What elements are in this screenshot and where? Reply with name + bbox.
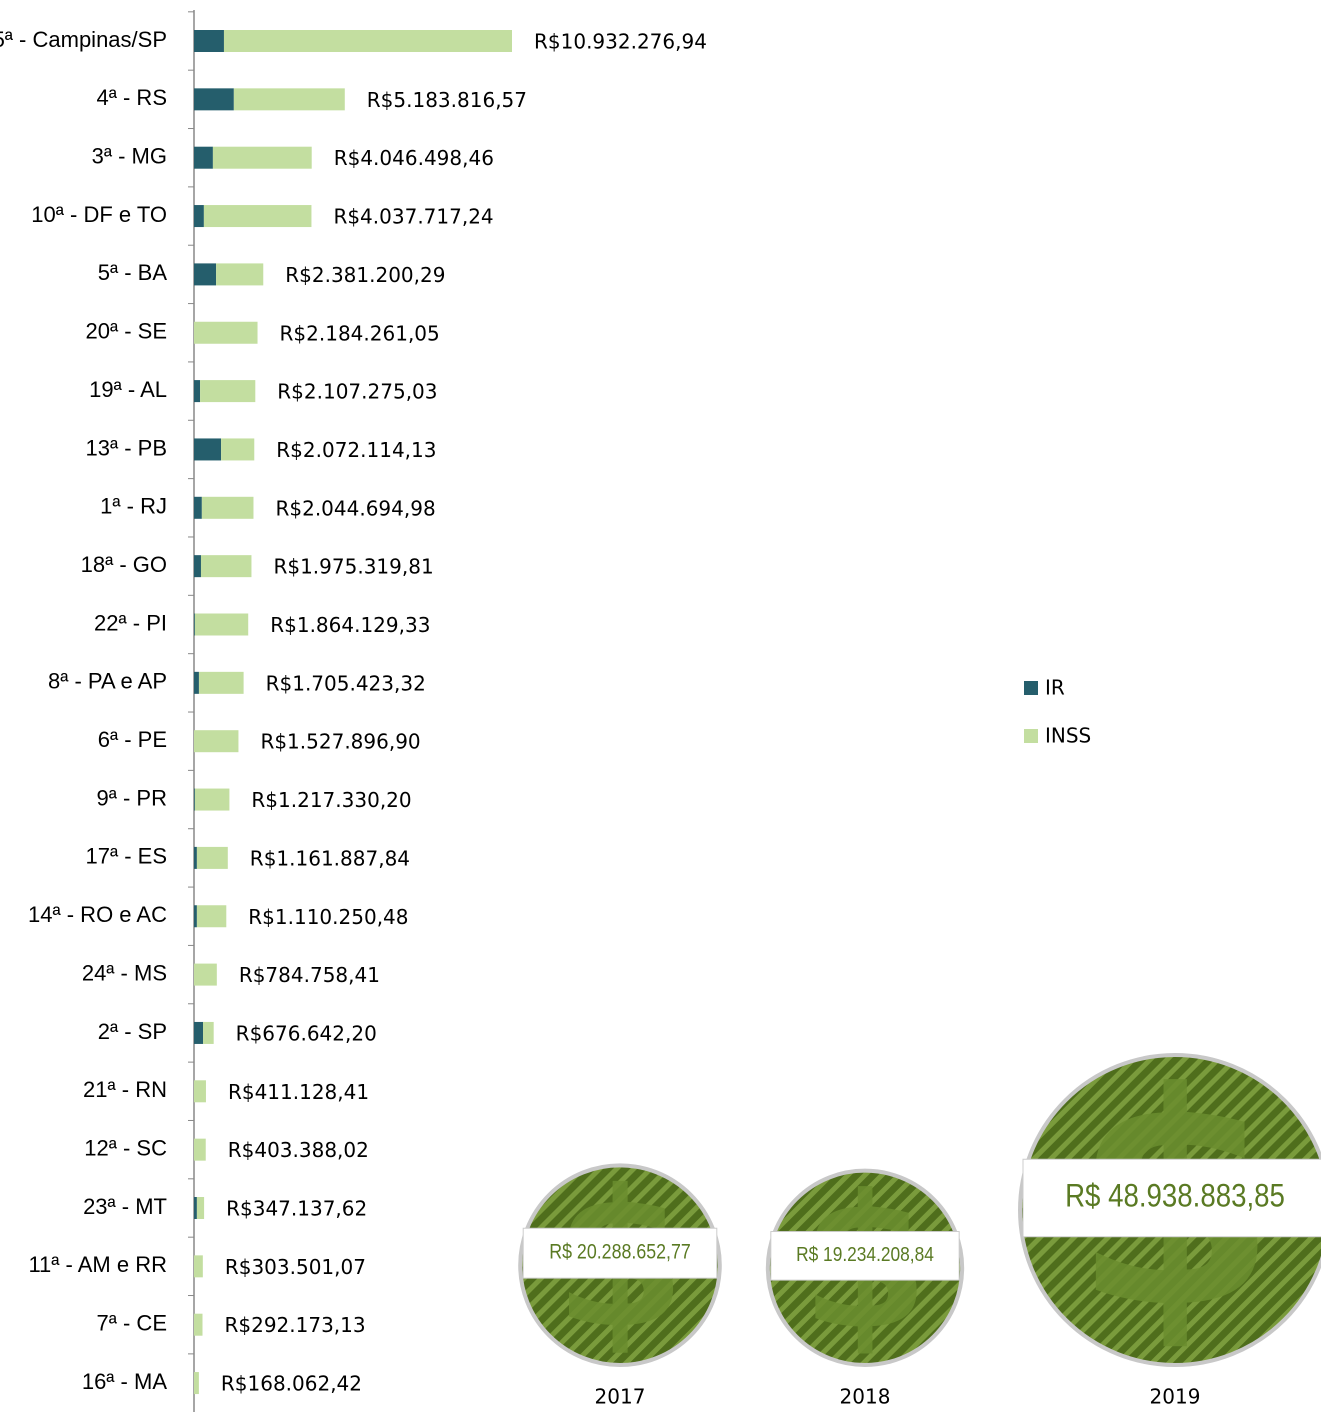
total-label: R$4.037.717,24 bbox=[333, 205, 493, 229]
bar-segment bbox=[194, 497, 202, 519]
category-label: 16ª - MA bbox=[82, 1369, 167, 1394]
year-total-label: R$ 48.938.883,85 bbox=[1065, 1179, 1285, 1215]
bar-segment bbox=[194, 1080, 206, 1102]
bar-segment bbox=[194, 1139, 206, 1161]
category-label: 20ª - SE bbox=[85, 319, 167, 344]
bar-segment bbox=[194, 263, 216, 285]
total-label: R$1.217.330,20 bbox=[251, 788, 411, 812]
total-label: R$2.107.275,03 bbox=[277, 380, 437, 404]
bar-segment bbox=[224, 30, 512, 52]
category-label: 10ª - DF e TO bbox=[31, 202, 167, 227]
bar-segment bbox=[203, 1022, 214, 1044]
year-label: 2019 bbox=[1150, 1385, 1201, 1409]
bar-segment bbox=[194, 672, 199, 694]
bar-segment bbox=[194, 1372, 199, 1394]
bar-segment bbox=[194, 555, 201, 577]
category-label: 9ª - PR bbox=[97, 785, 168, 810]
category-label: 11ª - AM e RR bbox=[28, 1252, 167, 1277]
bar-segment bbox=[197, 847, 228, 869]
bar-segment bbox=[199, 672, 244, 694]
total-label: R$1.161.887,84 bbox=[250, 846, 410, 870]
bar-segment bbox=[194, 147, 213, 169]
total-label: R$303.501,07 bbox=[225, 1255, 366, 1279]
bar-segment bbox=[194, 322, 258, 344]
category-label: 8ª - PA e AP bbox=[48, 669, 167, 694]
category-label: 7ª - CE bbox=[97, 1311, 168, 1336]
category-label: 5ª - BA bbox=[98, 260, 168, 285]
total-label: R$784.758,41 bbox=[239, 963, 380, 987]
year-label: 2018 bbox=[840, 1385, 891, 1409]
bar-segment bbox=[194, 1022, 203, 1044]
bar-segment bbox=[194, 964, 217, 986]
bar-segment bbox=[194, 88, 234, 110]
total-label: R$292.173,13 bbox=[224, 1313, 365, 1337]
total-label: R$2.381.200,29 bbox=[285, 263, 445, 287]
bar-segment bbox=[197, 1197, 204, 1219]
category-label: 23ª - MT bbox=[83, 1194, 167, 1219]
year-label: 2017 bbox=[595, 1385, 646, 1409]
bar-segment bbox=[194, 30, 224, 52]
total-label: R$676.642,20 bbox=[236, 1021, 377, 1045]
category-label: 3ª - MG bbox=[92, 144, 167, 169]
total-label: R$2.072.114,13 bbox=[276, 438, 436, 462]
bar-segment bbox=[204, 205, 312, 227]
bar-segment bbox=[200, 380, 255, 402]
total-label: R$1.975.319,81 bbox=[273, 555, 433, 579]
total-label: R$411.128,41 bbox=[228, 1080, 369, 1104]
total-label: R$1.864.129,33 bbox=[270, 613, 430, 637]
total-label: R$2.184.261,05 bbox=[280, 321, 440, 345]
bar-segment bbox=[194, 730, 238, 752]
category-label: 15ª - Campinas/SP bbox=[0, 27, 167, 52]
legend-swatch bbox=[1024, 729, 1038, 743]
bar-segment bbox=[194, 380, 200, 402]
total-label: R$5.183.816,57 bbox=[367, 88, 527, 112]
legend-label: INSS bbox=[1045, 724, 1091, 748]
category-label: 21ª - RN bbox=[83, 1077, 167, 1102]
bar-segment bbox=[195, 614, 248, 636]
total-label: R$1.527.896,90 bbox=[260, 730, 420, 754]
bar-segment bbox=[221, 438, 254, 460]
bar-segment bbox=[194, 438, 221, 460]
category-label: 13ª - PB bbox=[85, 435, 167, 460]
bar-segment bbox=[213, 147, 312, 169]
total-label: R$1.110.250,48 bbox=[248, 905, 408, 929]
category-label: 14ª - RO e AC bbox=[28, 902, 167, 927]
bar-segment bbox=[194, 789, 195, 811]
category-label: 1ª - RJ bbox=[100, 494, 167, 519]
bar-segment bbox=[201, 555, 251, 577]
bar-segment bbox=[194, 905, 197, 927]
total-label: R$403.388,02 bbox=[228, 1138, 369, 1162]
category-label: 19ª - AL bbox=[89, 377, 167, 402]
total-label: R$1.705.423,32 bbox=[266, 671, 426, 695]
total-label: R$10.932.276,94 bbox=[534, 30, 707, 54]
year-total-label: R$ 20.288.652,77 bbox=[549, 1240, 691, 1264]
bar-segment bbox=[194, 1314, 202, 1336]
category-label: 6ª - PE bbox=[98, 727, 167, 752]
bar-segment bbox=[234, 88, 345, 110]
bar-segment bbox=[202, 497, 254, 519]
total-label: R$2.044.694,98 bbox=[275, 496, 435, 520]
category-label: 24ª - MS bbox=[82, 960, 167, 985]
bar-segment bbox=[195, 789, 230, 811]
bar-segment bbox=[194, 614, 195, 636]
category-label: 18ª - GO bbox=[81, 552, 167, 577]
total-label: R$168.062,42 bbox=[221, 1372, 362, 1396]
total-label: R$4.046.498,46 bbox=[334, 146, 494, 170]
bar-segment bbox=[194, 205, 204, 227]
category-label: 4ª - RS bbox=[97, 85, 168, 110]
bar-segment bbox=[216, 263, 263, 285]
chart: 15ª - Campinas/SP R$10.932.276,94 4ª - RS R… bbox=[0, 0, 1321, 1414]
category-label: 17ª - ES bbox=[85, 844, 167, 869]
bar-segment bbox=[194, 1255, 203, 1277]
category-label: 2ª - SP bbox=[98, 1019, 167, 1044]
year-total-label: R$ 19.234.208,84 bbox=[796, 1244, 934, 1267]
category-label: 12ª - SC bbox=[84, 1135, 167, 1160]
bar-segment bbox=[197, 905, 226, 927]
total-label: R$347.137,62 bbox=[226, 1197, 367, 1221]
bar-segment bbox=[194, 1197, 197, 1219]
legend-label: IR bbox=[1045, 676, 1065, 700]
category-label: 22ª - PI bbox=[94, 610, 167, 635]
legend-swatch bbox=[1024, 681, 1038, 695]
bar-segment bbox=[194, 847, 197, 869]
